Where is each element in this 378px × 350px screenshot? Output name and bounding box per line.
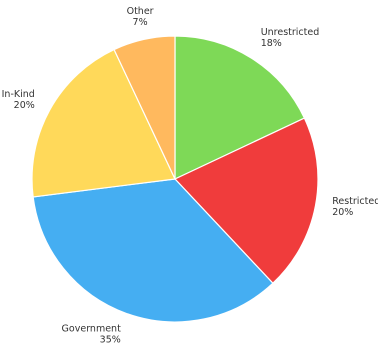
pie-labels: Unrestricted18%Restricted20%Government35… (2, 6, 378, 346)
pie-slice-unrestricted (174, 35, 306, 180)
slice-label-unrestricted: Unrestricted (261, 27, 320, 38)
slice-label-restricted: Restricted (332, 196, 378, 207)
slice-percent-unrestricted: 18% (261, 38, 282, 49)
pie-slice-government (32, 178, 274, 323)
slice-percent-in-kind: 20% (14, 100, 35, 111)
pie-slice-in-kind (31, 48, 176, 198)
pie-slice-restricted (173, 117, 319, 285)
slice-label-government: Government (62, 324, 122, 335)
slice-percent-restricted: 20% (332, 207, 353, 218)
pie-slices (31, 35, 319, 323)
slice-label-in-kind: In-Kind (2, 89, 35, 100)
slice-percent-other: 7% (133, 17, 148, 28)
slice-percent-government: 35% (100, 335, 121, 346)
slice-label-other: Other (127, 6, 154, 17)
pie-slice-other (113, 35, 176, 180)
